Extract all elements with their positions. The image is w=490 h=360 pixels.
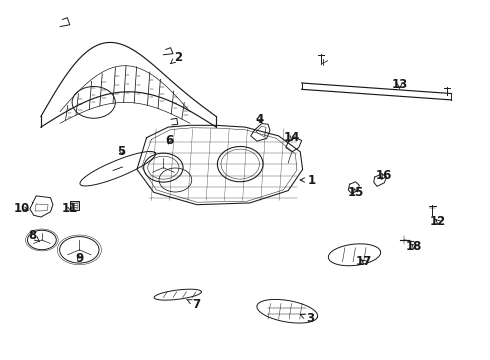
Text: 11: 11 [62, 202, 78, 215]
Text: 15: 15 [347, 186, 364, 199]
Text: 14: 14 [284, 131, 300, 144]
Text: 13: 13 [392, 77, 408, 90]
Text: 16: 16 [376, 169, 392, 182]
Text: 12: 12 [430, 215, 446, 228]
Text: 5: 5 [118, 145, 126, 158]
Text: 9: 9 [75, 252, 83, 265]
Text: 1: 1 [300, 174, 316, 186]
Text: 3: 3 [300, 312, 314, 325]
Text: 17: 17 [356, 255, 372, 268]
Text: 2: 2 [171, 51, 182, 64]
Text: 6: 6 [165, 134, 173, 147]
Text: 8: 8 [28, 229, 39, 242]
Text: 4: 4 [255, 113, 264, 126]
Text: 18: 18 [406, 240, 422, 253]
Text: 7: 7 [187, 298, 200, 311]
Text: 10: 10 [14, 202, 30, 215]
